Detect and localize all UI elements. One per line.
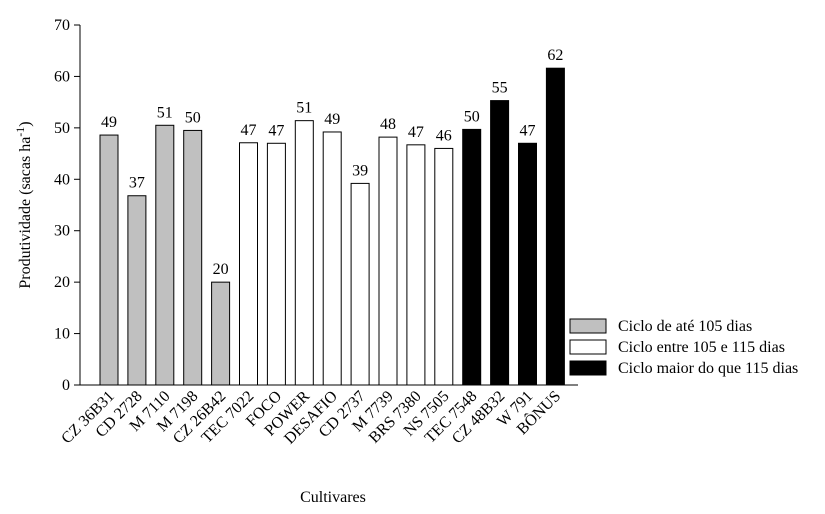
x-axis-label: Cultivares — [300, 489, 366, 506]
value-label: 48 — [380, 116, 396, 133]
bar — [99, 134, 119, 386]
value-label: 37 — [129, 175, 145, 192]
y-tick-label: 20 — [54, 274, 70, 291]
bar — [266, 142, 286, 386]
y-tick-label: 50 — [54, 120, 70, 137]
bar — [322, 131, 342, 386]
value-label: 47 — [520, 122, 536, 139]
value-label: 47 — [408, 124, 424, 141]
value-label: 20 — [213, 261, 229, 278]
value-label: 55 — [492, 80, 508, 97]
bar — [545, 67, 565, 386]
bar — [490, 100, 510, 386]
y-label-end: ) — [17, 121, 34, 126]
legend-label: Ciclo de até 105 dias — [618, 318, 752, 335]
y-tick-label: 70 — [54, 17, 70, 34]
value-label: 62 — [547, 47, 563, 64]
legend-swatch — [569, 339, 607, 355]
bar — [127, 195, 147, 386]
y-tick-label: 30 — [54, 223, 70, 240]
y-tick-label: 10 — [54, 326, 70, 343]
bar — [211, 281, 231, 386]
y-axis-label: Produtividade (sacas ha-1) — [13, 121, 34, 288]
value-label: 46 — [436, 127, 452, 144]
y-tick-label: 0 — [62, 377, 70, 394]
legend-label: Ciclo entre 105 e 115 dias — [618, 339, 785, 356]
value-label: 50 — [185, 109, 201, 126]
y-tick-label: 40 — [54, 171, 70, 188]
bar — [239, 142, 258, 386]
value-label: 49 — [324, 111, 340, 128]
y-tick-label: 60 — [54, 68, 70, 85]
value-label: 39 — [352, 162, 368, 179]
y-label-text: Produtividade (sacas ha — [17, 137, 34, 289]
legend-swatch — [569, 318, 607, 334]
value-label: 47 — [241, 122, 257, 139]
bar — [462, 128, 482, 386]
legend-label: Ciclo maior do que 115 dias — [618, 360, 798, 377]
legend-swatch — [569, 360, 607, 376]
value-label: 50 — [464, 108, 480, 125]
value-label: 49 — [101, 114, 117, 131]
bar — [183, 129, 203, 386]
bar — [378, 136, 398, 386]
bar — [350, 182, 370, 386]
value-label: 51 — [296, 100, 312, 117]
bar — [406, 144, 426, 386]
value-label: 51 — [157, 104, 173, 121]
value-label: 47 — [268, 122, 284, 139]
y-label-sup: -1 — [13, 127, 27, 137]
bar — [518, 142, 537, 386]
bar — [434, 147, 454, 386]
bar — [294, 120, 314, 386]
bar — [155, 124, 175, 386]
